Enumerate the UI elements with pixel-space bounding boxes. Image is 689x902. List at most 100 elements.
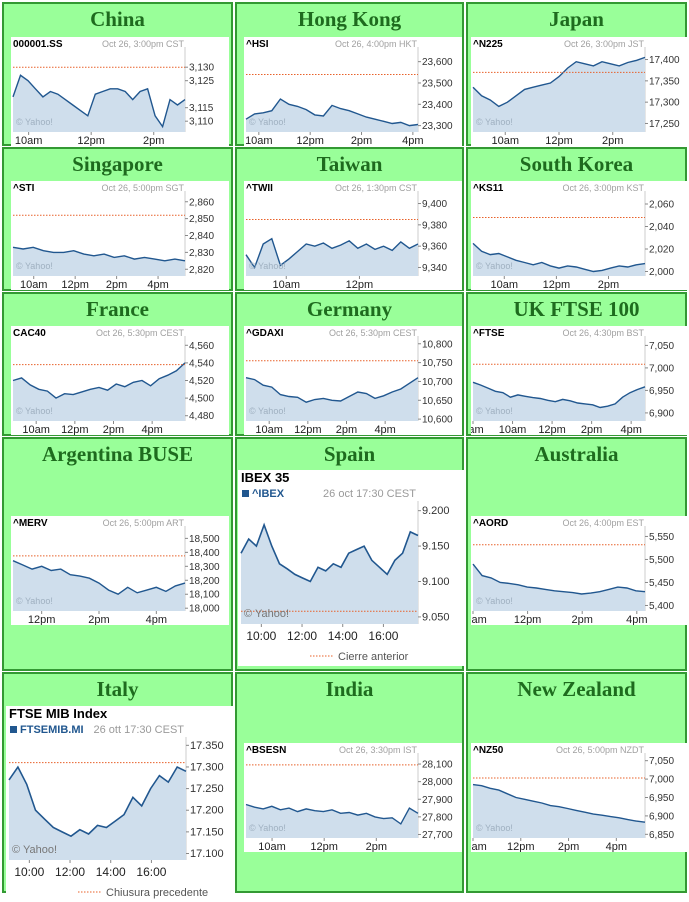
market-cell-france: France CAC40 Oct 26, 5:30pm CEST © Yahoo! 4…: [2, 292, 233, 436]
y-tick-label: 2,830: [189, 248, 214, 259]
x-tick-label: 10am: [255, 424, 283, 435]
chart-watermark: © Yahoo!: [476, 261, 513, 271]
series-area: [13, 362, 185, 421]
x-tick-label: 4pm: [402, 135, 423, 146]
chart-watermark: © Yahoo!: [476, 406, 513, 416]
y-tick-label: 7,050: [649, 341, 674, 352]
market-title: New Zealand: [517, 677, 636, 701]
y-tick-label: 10,650: [422, 396, 453, 407]
chart-watermark: © Yahoo!: [476, 823, 513, 833]
market-title: Taiwan: [316, 152, 383, 176]
series-line: [12, 246, 186, 262]
y-tick-label: 17.250: [190, 783, 224, 795]
chart-symbol: ^KS11: [473, 183, 504, 194]
market-cell-germany: Germany ^GDAXI Oct 26, 5:30pm CEST © Yahoo…: [235, 292, 464, 436]
x-tick-label: 10:00: [14, 865, 44, 879]
y-tick-label: 27,900: [422, 795, 453, 806]
y-tick-label: 4,560: [189, 341, 214, 352]
x-tick-label: 2pm: [336, 424, 357, 435]
series-area: [473, 57, 645, 132]
chart-symbol: ^AORD: [473, 518, 508, 529]
series-line: [8, 765, 187, 838]
index-chart: ^NZ50 Oct 26, 5:00pm NZDT © Yahoo! 6,850 6,9…: [471, 743, 689, 852]
x-tick-label: 2pm: [602, 135, 623, 146]
chart-timestamp: Oct 26, 4:00pm EST: [562, 518, 644, 528]
y-tick-label: 6,900: [649, 811, 674, 822]
x-tick-label: 4pm: [374, 424, 395, 435]
y-tick-label: 28,000: [422, 777, 453, 788]
index-chart: ^HSI Oct 26, 4:00pm HKT © Yahoo! 23,300 23,4…: [244, 37, 462, 146]
y-tick-label: 6,950: [649, 793, 674, 804]
chart-watermark: © Yahoo!: [16, 596, 53, 606]
chart-symbol: ^TWII: [246, 183, 273, 194]
chart-svg: ^KS11 Oct 26, 3:00pm KST © Yahoo! 2,000 2,02…: [471, 181, 689, 290]
chart-timestamp: Oct 26, 5:30pm CEST: [329, 328, 418, 338]
market-title: Italy: [96, 677, 139, 701]
x-tick-label: 10am: [491, 135, 519, 146]
chart-background: [6, 706, 233, 902]
x-tick-label: 2pm: [581, 424, 602, 435]
chart-symbol: ^BSESN: [246, 745, 286, 756]
market-cell-new-zealand: New Zealand ^NZ50 Oct 26, 5:00pm NZDT © Ya…: [466, 672, 689, 893]
x-tick-label: 2pm: [106, 279, 127, 290]
y-tick-label: 3,130: [189, 63, 214, 74]
market-title: Australia: [534, 442, 619, 466]
index-chart: ^AORD Oct 26, 4:00pm EST © Yahoo! 5,400 5,45…: [471, 516, 689, 625]
series-swatch: [10, 726, 17, 733]
y-tick-label: 2,040: [649, 222, 674, 233]
market-title: India: [325, 677, 374, 701]
chart-timestamp: Oct 26, 5:00pm SGT: [101, 183, 184, 193]
x-tick-label: 4pm: [606, 841, 627, 852]
index-chart: ^N225 Oct 26, 3:00pm JST © Yahoo! 17,250 17,…: [471, 37, 689, 146]
x-tick-label: 10am: [272, 279, 300, 290]
x-tick-label: 4pm: [620, 424, 641, 435]
market-title: Spain: [323, 442, 376, 466]
y-tick-label: 18,300: [189, 562, 220, 573]
series-area: [473, 382, 645, 421]
series-line: [240, 522, 419, 583]
x-tick-label: 12pm: [310, 841, 338, 852]
market-title: Hong Kong: [297, 7, 402, 31]
x-tick-label: 12pm: [545, 135, 573, 146]
y-tick-label: 28,100: [422, 760, 453, 771]
y-tick-label: 9,400: [422, 199, 447, 210]
series-line: [472, 381, 646, 409]
x-tick-label: 2pm: [143, 135, 164, 146]
series-line: [472, 783, 646, 823]
y-tick-label: 9.050: [422, 611, 450, 623]
x-tick-label: 12pm: [77, 135, 105, 146]
chart-watermark: © Yahoo!: [244, 608, 289, 620]
index-chart: FTSE MIB Index FTSEMIB.MI 26 ott 17:30 CES…: [6, 706, 233, 902]
chart-watermark: © Yahoo!: [16, 117, 53, 127]
market-title: China: [90, 7, 145, 31]
chart-symbol: ^HSI: [246, 39, 269, 50]
chart-watermark: © Yahoo!: [249, 261, 286, 271]
y-tick-label: 23,600: [422, 57, 453, 68]
x-tick-label: 12pm: [507, 841, 535, 852]
y-tick-label: 7,050: [649, 756, 674, 767]
chart-timestamp: Oct 26, 4:30pm BST: [562, 328, 644, 338]
y-tick-label: 10,700: [422, 377, 453, 388]
chart-timestamp: Oct 26, 3:00pm KST: [562, 183, 644, 193]
y-tick-label: 5,500: [649, 555, 674, 566]
chart-header: FTSE MIB Index: [9, 706, 108, 721]
market-cell-uk-ftse-100: UK FTSE 100 ^FTSE Oct 26, 4:30pm BST © Yah…: [466, 292, 689, 436]
y-tick-label: 4,500: [189, 394, 214, 405]
series-area: [473, 564, 645, 611]
y-tick-label: 2,820: [189, 265, 214, 276]
market-cell-japan: Japan ^N225 Oct 26, 3:00pm JST © Yahoo! 17,…: [466, 2, 689, 146]
y-tick-label: 18,100: [189, 590, 220, 601]
x-tick-label: 12pm: [296, 135, 324, 146]
x-tick-label: 4pm: [146, 614, 167, 625]
y-tick-label: 2,060: [649, 200, 674, 211]
chart-watermark: © Yahoo!: [249, 406, 286, 416]
x-tick-label: 10am: [471, 841, 487, 852]
y-tick-label: 18,200: [189, 576, 220, 587]
y-tick-label: 17.350: [190, 740, 224, 752]
chart-svg: ^N225 Oct 26, 3:00pm JST © Yahoo! 17,250 17,…: [471, 37, 689, 146]
y-tick-label: 17.300: [190, 761, 224, 773]
chart-watermark: © Yahoo!: [12, 844, 57, 856]
x-tick-label: 10am: [22, 424, 50, 435]
y-tick-label: 9,340: [422, 263, 447, 274]
